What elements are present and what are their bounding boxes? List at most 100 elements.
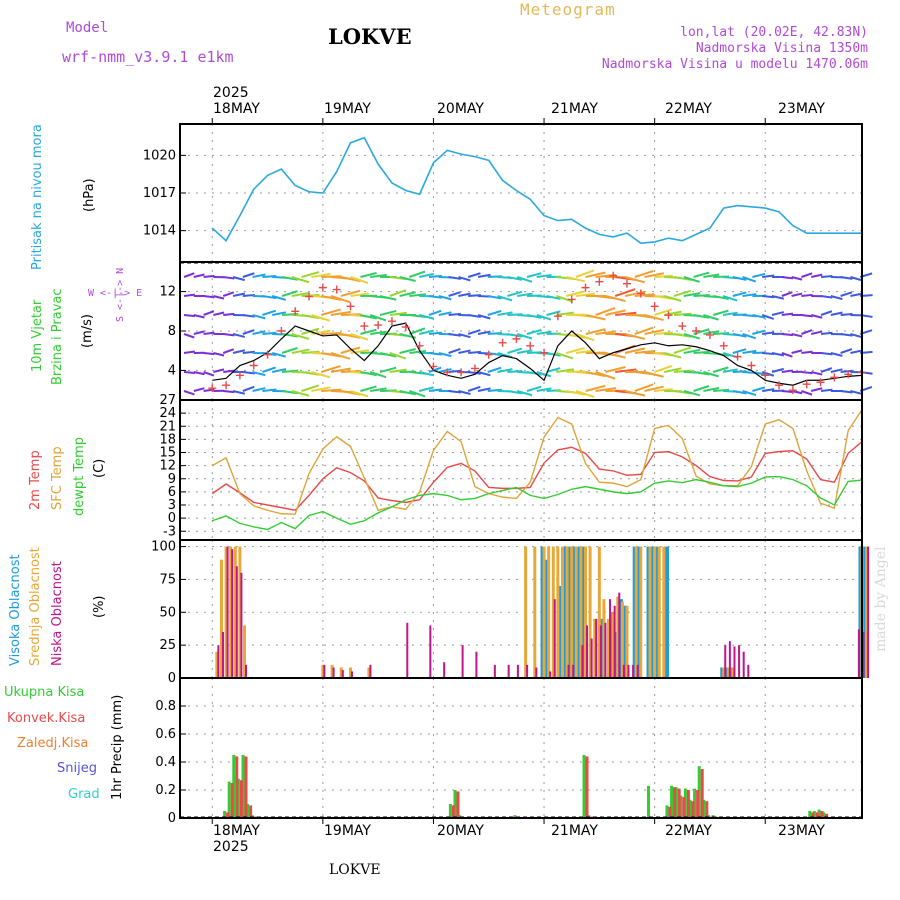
precip-conv-bar — [682, 797, 686, 818]
wind-arrow — [340, 276, 361, 283]
wind-arrow — [271, 295, 286, 301]
wind-arrow — [301, 294, 320, 297]
y-tick-label: 24 — [159, 406, 176, 421]
y-tick-label: 0.4 — [155, 755, 176, 770]
wind-arrow — [350, 333, 369, 341]
wind-arrow — [605, 352, 626, 359]
cloud-low-bar — [618, 592, 621, 678]
wind-arrow — [418, 386, 434, 392]
wind-arrow — [605, 309, 626, 316]
precip-conv-bar — [230, 783, 234, 818]
wind-arrow — [615, 368, 637, 373]
wind-arrow — [203, 310, 215, 316]
cloud-low-bar — [590, 638, 593, 678]
wind-gust-mark — [788, 386, 797, 395]
wind-gust-mark — [332, 285, 341, 294]
cloud-high-bar — [664, 546, 669, 678]
wind-arrow — [487, 366, 502, 373]
wind-arrow — [820, 295, 833, 299]
wind-gust-mark — [470, 364, 479, 373]
wind-arrow — [615, 311, 637, 316]
wind-arrow — [379, 295, 397, 301]
wind-arrow — [840, 390, 853, 394]
wind-arrow — [242, 272, 255, 278]
model-altitude-label: Nadmorska Visina u modelu 1470.06m — [601, 57, 868, 72]
wind-arrow — [409, 390, 426, 398]
wind-arrow — [222, 291, 235, 297]
cloud-low-bar — [613, 605, 616, 678]
y-tick-label: 15 — [159, 446, 176, 461]
wind-arrow — [252, 314, 266, 320]
wind-arrow — [683, 292, 701, 297]
wind-gust-mark — [747, 361, 756, 370]
wind-arrow — [428, 366, 442, 373]
wind-arrow — [742, 293, 757, 297]
wind-arrow — [360, 371, 377, 377]
bottom-date-21: 21MAY — [551, 823, 598, 839]
wind-arrow — [418, 371, 434, 377]
wind-gust-mark — [512, 334, 521, 343]
wind-arrow — [742, 390, 757, 397]
wind-arrow — [223, 369, 235, 373]
precip-conv-label: Konvek.Kisa — [7, 711, 86, 726]
wind-arrow — [683, 348, 701, 354]
wind-arrow — [507, 369, 523, 373]
wind-arrow — [409, 349, 426, 354]
wind-arrow — [262, 331, 277, 335]
cloud-low-bar — [475, 651, 478, 678]
precip-conv-bar — [226, 812, 230, 818]
cloud-low-bar — [341, 670, 344, 678]
wind-arrow — [301, 314, 320, 320]
wind-gust-mark — [802, 380, 811, 389]
cloud-low-bar — [867, 546, 870, 678]
wind-arrow — [330, 352, 351, 360]
cloud-mid-bar — [726, 667, 730, 678]
wind-arrow — [438, 311, 452, 316]
wind-arrow — [683, 333, 701, 340]
precip-total-bar — [223, 811, 227, 818]
cloud-mid-bar — [233, 546, 237, 678]
wind-arrow — [742, 349, 757, 354]
precip-total-bar — [246, 804, 250, 818]
wind-arrow — [556, 295, 574, 303]
cloud-mid-bar — [551, 546, 555, 678]
cloud-mid-bar — [722, 667, 726, 678]
wind-gust-mark — [484, 350, 493, 359]
wind-arrow — [350, 292, 370, 297]
wind-arrow — [370, 273, 387, 278]
wind-arrow — [752, 314, 766, 319]
y-tick-label: 0 — [168, 811, 176, 826]
wind-arrow — [428, 331, 442, 335]
model-label: Model — [66, 20, 109, 36]
wind-arrow — [801, 314, 813, 318]
y-tick-label: 1020 — [143, 148, 176, 163]
wind-arrow — [526, 328, 542, 335]
wind-arrow — [722, 295, 738, 302]
bottom-date-22: 22MAY — [665, 823, 712, 839]
wind-arrow — [487, 309, 502, 316]
wind-arrow — [448, 390, 462, 394]
wind-arrow — [742, 276, 757, 283]
bottom-date-20: 20MAY — [437, 823, 484, 839]
wind-arrow — [213, 311, 225, 316]
wind-arrow — [360, 314, 377, 320]
wind-arrow — [546, 310, 561, 316]
wind-gust-mark — [222, 381, 231, 390]
wind-arrow — [644, 314, 664, 322]
wind-gust-mark — [650, 302, 659, 311]
wind-arrow — [546, 367, 561, 373]
wind-arrow — [566, 390, 586, 396]
wind-arrow — [644, 272, 665, 278]
wind-arrow — [379, 309, 397, 316]
wind-gust-mark — [553, 312, 562, 321]
wind-gust-mark — [609, 271, 618, 280]
wind-arrow — [850, 349, 863, 354]
wind-arrow — [428, 388, 442, 392]
y-tick-label: 4 — [168, 363, 176, 378]
wind-arrow — [752, 329, 766, 335]
wind-arrow — [575, 269, 595, 278]
cloud-mid-bar — [731, 667, 735, 678]
precip-total-bar — [232, 755, 236, 818]
wind-arrow — [575, 292, 596, 297]
wind-arrow — [654, 308, 673, 316]
